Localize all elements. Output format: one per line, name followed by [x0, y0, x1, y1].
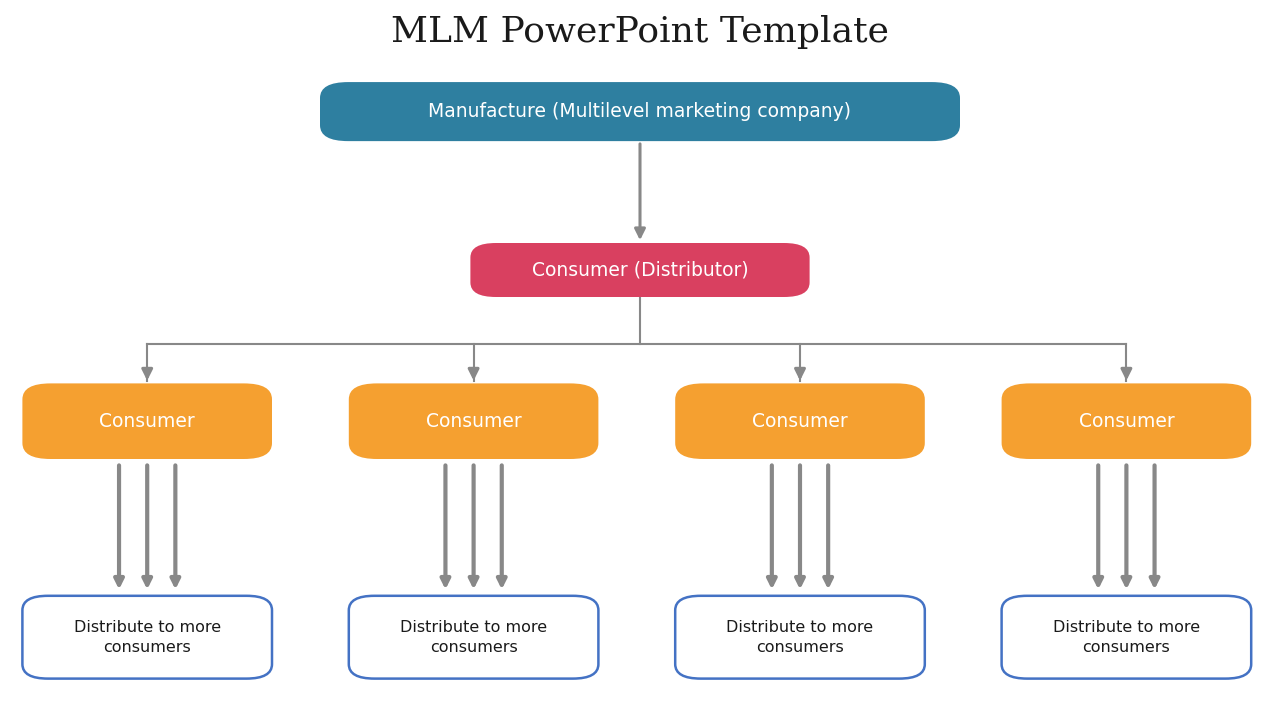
FancyBboxPatch shape — [676, 383, 924, 459]
FancyBboxPatch shape — [320, 82, 960, 141]
Text: Manufacture (Multilevel marketing company): Manufacture (Multilevel marketing compan… — [429, 102, 851, 121]
FancyBboxPatch shape — [1001, 383, 1252, 459]
Text: Consumer: Consumer — [753, 412, 847, 431]
FancyBboxPatch shape — [676, 595, 924, 678]
Text: Distribute to more
consumers: Distribute to more consumers — [401, 620, 547, 654]
Text: Consumer: Consumer — [100, 412, 195, 431]
FancyBboxPatch shape — [23, 383, 273, 459]
FancyBboxPatch shape — [1001, 595, 1252, 678]
Text: Distribute to more
consumers: Distribute to more consumers — [1053, 620, 1199, 654]
Text: Consumer: Consumer — [426, 412, 521, 431]
Text: MLM PowerPoint Template: MLM PowerPoint Template — [390, 15, 890, 50]
Text: Consumer: Consumer — [1079, 412, 1174, 431]
FancyBboxPatch shape — [23, 595, 273, 678]
FancyBboxPatch shape — [348, 595, 599, 678]
FancyBboxPatch shape — [471, 243, 810, 297]
Text: Distribute to more
consumers: Distribute to more consumers — [74, 620, 220, 654]
FancyBboxPatch shape — [348, 383, 599, 459]
Text: Distribute to more
consumers: Distribute to more consumers — [727, 620, 873, 654]
Text: Consumer (Distributor): Consumer (Distributor) — [531, 261, 749, 279]
